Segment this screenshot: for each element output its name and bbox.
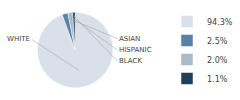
svg-text:1.1%: 1.1% xyxy=(207,75,228,84)
svg-text:2.5%: 2.5% xyxy=(207,37,228,46)
svg-text:HISPANIC: HISPANIC xyxy=(119,46,152,54)
svg-text:WHITE: WHITE xyxy=(7,35,30,43)
svg-text:94.3%: 94.3% xyxy=(207,18,233,27)
svg-text:BLACK: BLACK xyxy=(119,57,142,65)
svg-text:2.0%: 2.0% xyxy=(207,56,228,65)
svg-text:ASIAN: ASIAN xyxy=(119,35,140,43)
